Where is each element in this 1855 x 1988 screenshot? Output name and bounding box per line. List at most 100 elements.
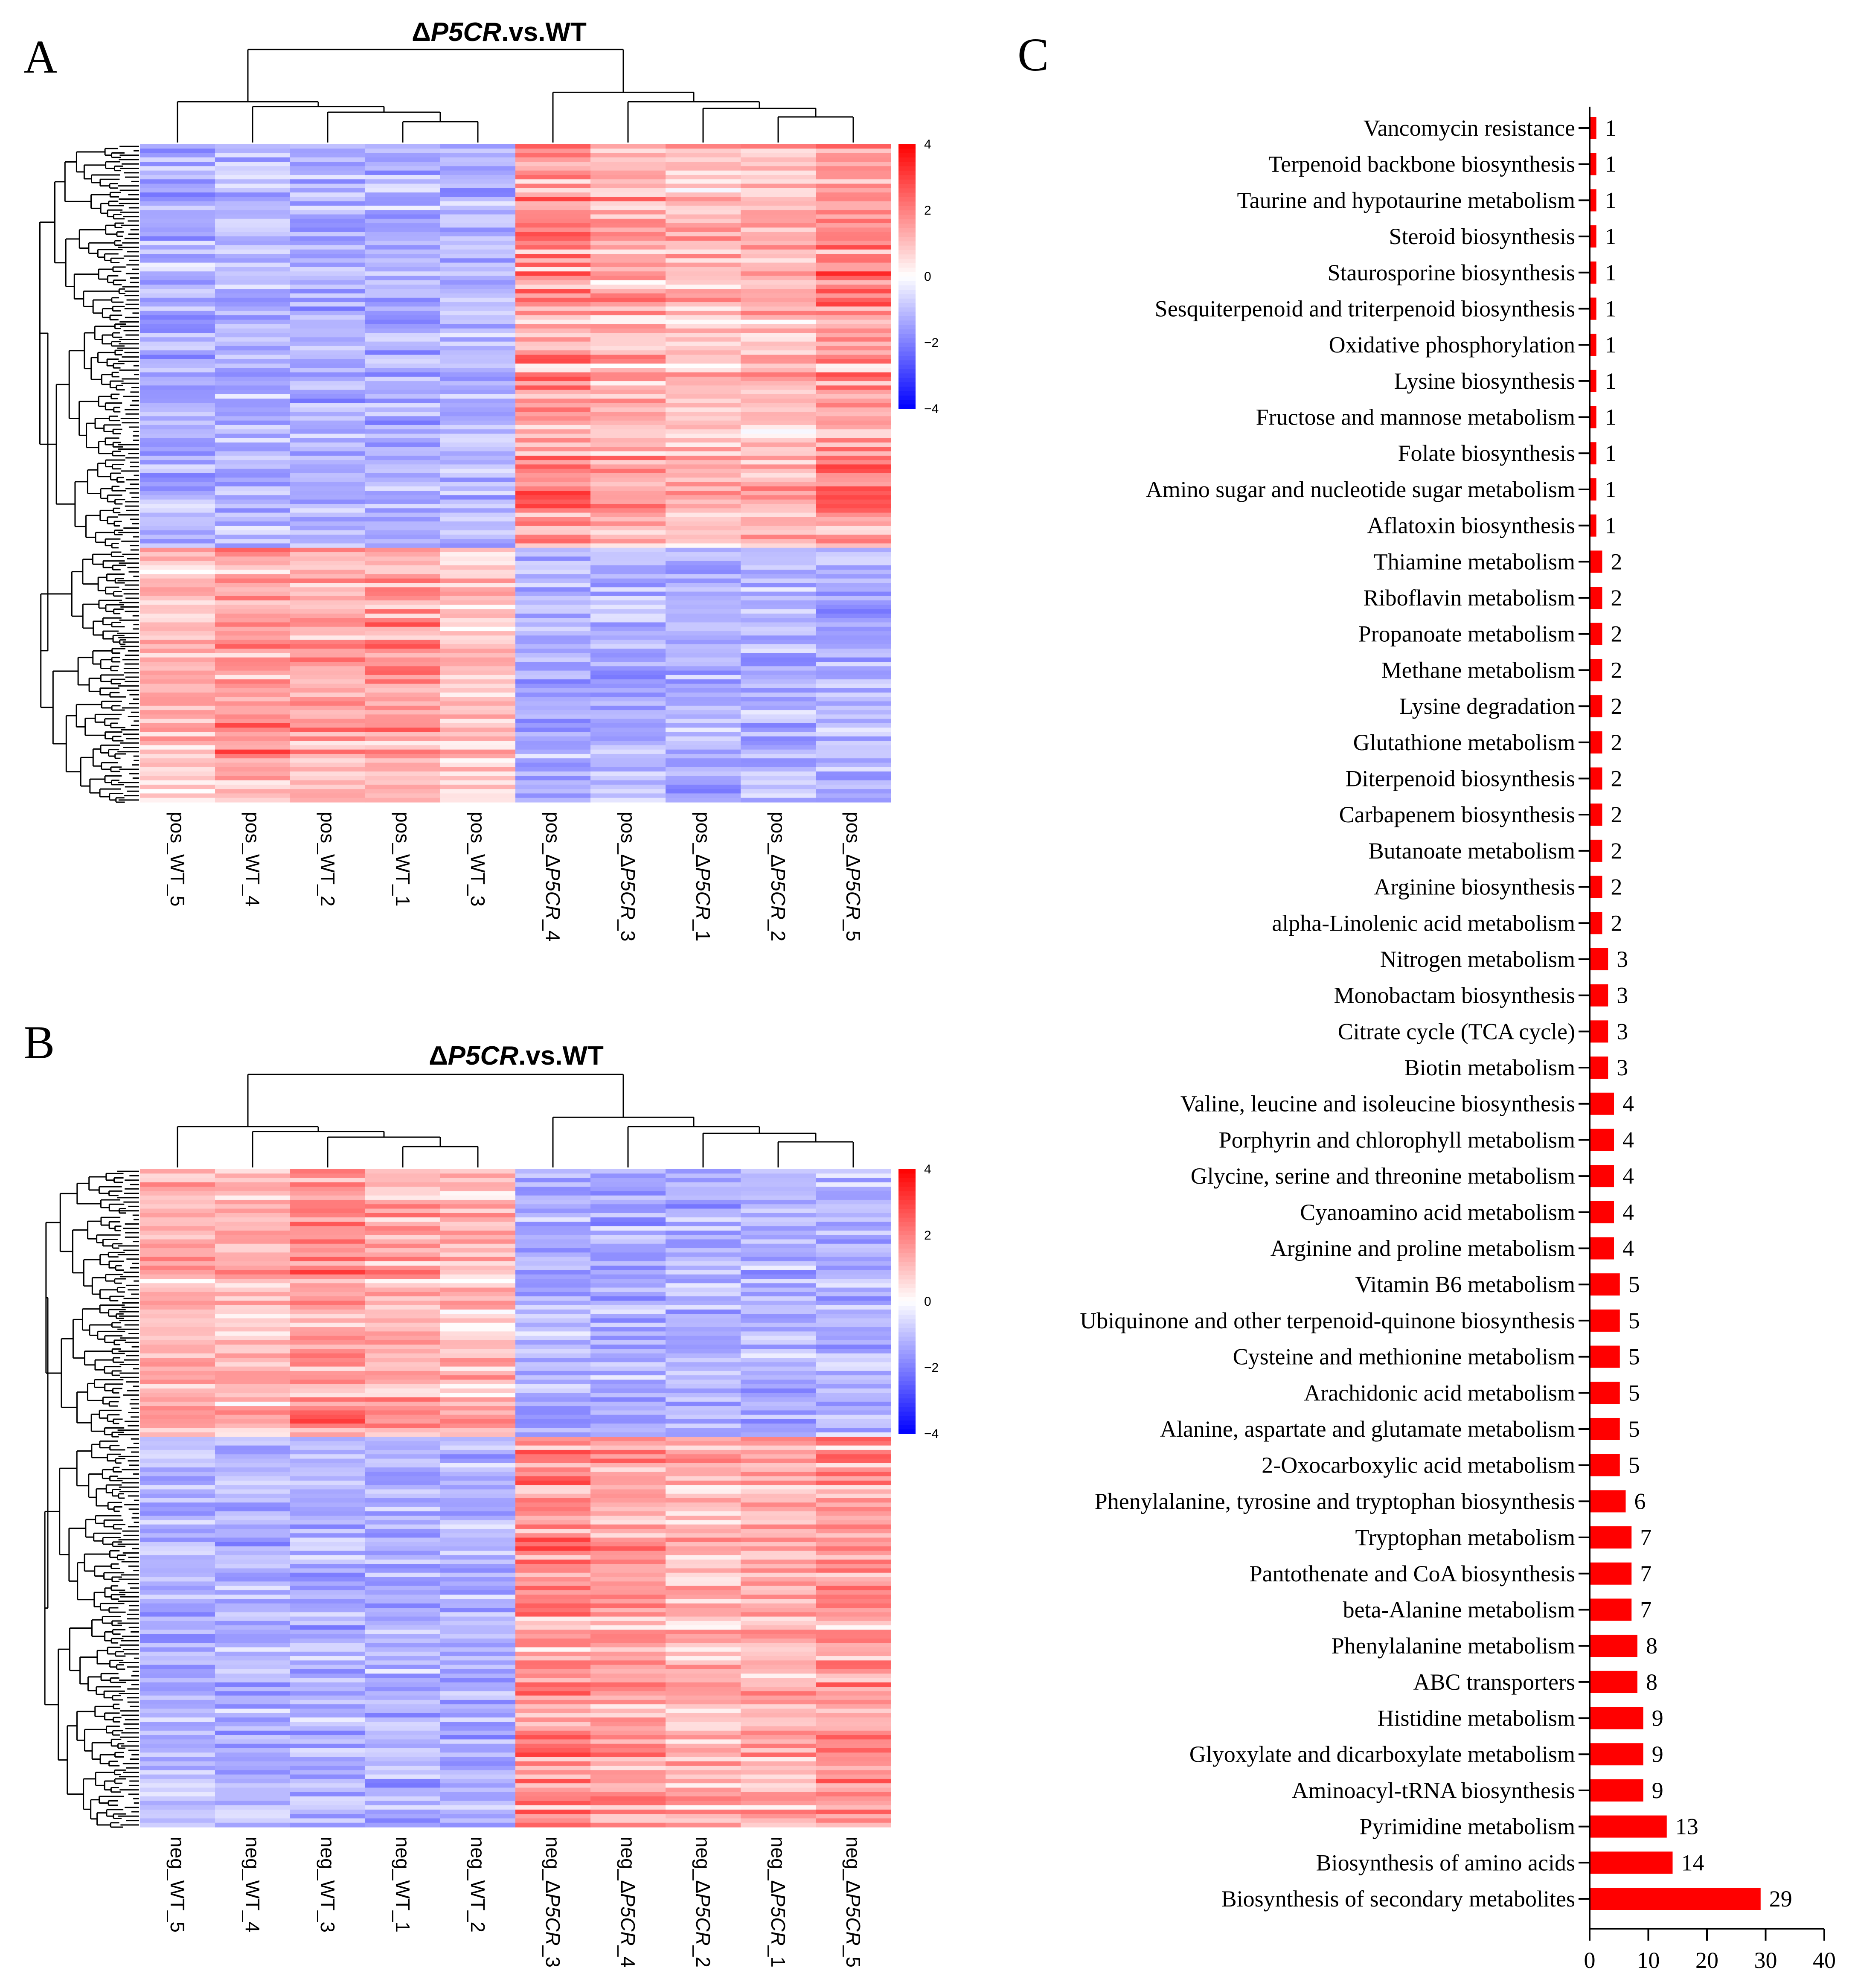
heatmap-cell <box>140 469 215 474</box>
heatmap-cell <box>741 583 816 588</box>
heatmap-cell <box>515 1423 591 1429</box>
heatmap-cell <box>140 1748 215 1753</box>
heatmap-cell <box>666 170 741 175</box>
heatmap-cell <box>440 460 516 465</box>
heatmap-cell <box>515 1419 591 1424</box>
heatmap-cell <box>666 1182 741 1187</box>
heatmap-cell <box>215 394 291 399</box>
heatmap-cell <box>515 1542 591 1547</box>
heatmap-cell <box>140 1226 215 1231</box>
heatmap-cell <box>140 1397 215 1402</box>
color-scale-segment <box>898 1310 916 1315</box>
color-scale-segment <box>898 175 916 180</box>
heatmap-cell <box>440 1766 516 1770</box>
heatmap-cell <box>290 1542 366 1547</box>
heatmap-cell <box>666 241 741 246</box>
heatmap-cell <box>290 1568 366 1573</box>
heatmap-cell <box>515 1257 591 1262</box>
heatmap-cell <box>590 701 666 706</box>
heatmap-cell <box>140 455 215 460</box>
heatmap-cell <box>290 223 366 228</box>
heatmap-cell <box>140 289 215 294</box>
heatmap-cell <box>290 236 366 241</box>
heatmap-cell <box>365 407 441 412</box>
heatmap-cell <box>140 631 215 636</box>
heatmap-cell <box>290 1226 366 1231</box>
heatmap-cell <box>666 609 741 614</box>
heatmap-cell <box>741 179 816 184</box>
heatmap-cell <box>290 289 366 294</box>
heatmap-cell <box>215 1612 291 1617</box>
heatmap-cell <box>816 1178 891 1183</box>
heatmap-cell <box>140 1415 215 1420</box>
heatmap-cell <box>365 1792 441 1797</box>
heatmap-cell <box>440 679 516 684</box>
heatmap-cell <box>215 390 291 395</box>
heatmap-cell <box>215 1336 291 1341</box>
heatmap-cell <box>440 1178 516 1183</box>
heatmap-cell <box>215 1274 291 1279</box>
heatmap-cell <box>741 1524 816 1529</box>
heatmap-cell <box>365 670 441 675</box>
heatmap-cell <box>515 276 591 281</box>
heatmap-cell <box>365 1735 441 1740</box>
heatmap-cell <box>515 1801 591 1806</box>
heatmap-cell <box>365 179 441 184</box>
heatmap-cell <box>365 1524 441 1529</box>
heatmap-cell <box>741 741 816 745</box>
heatmap-cell <box>290 1595 366 1600</box>
heatmap-cell <box>290 1169 366 1174</box>
heatmap-cell <box>590 1270 666 1275</box>
heatmap-cell <box>590 451 666 456</box>
bar <box>1590 153 1596 175</box>
heatmap-cell <box>140 337 215 342</box>
heatmap-cell <box>816 412 891 416</box>
heatmap-cell <box>365 1577 441 1582</box>
heatmap-cell <box>741 254 816 259</box>
heatmap-cell <box>666 719 741 724</box>
heatmap-cell <box>290 1735 366 1740</box>
heatmap-cell <box>215 1235 291 1240</box>
heatmap-cell <box>666 197 741 202</box>
heatmap-cell <box>290 1239 366 1244</box>
heatmap-cell <box>215 429 291 434</box>
heatmap-cell <box>140 1441 215 1446</box>
heatmap-cell <box>741 451 816 456</box>
heatmap-cell <box>741 626 816 632</box>
heatmap-cell <box>590 1704 666 1709</box>
bar-category-label: Monobactam biosynthesis <box>1334 983 1575 1008</box>
heatmap-cell <box>666 192 741 197</box>
bar-category-label: Lysine biosynthesis <box>1394 368 1575 394</box>
column-label: neg_WT_4 <box>241 1837 264 1933</box>
heatmap-cell <box>666 1292 741 1297</box>
heatmap-cell <box>816 1423 891 1429</box>
column-label: pos_ΔP5CR_1 <box>692 812 714 941</box>
heatmap-cell <box>515 1730 591 1735</box>
x-axis-tick-label: 20 <box>1695 1947 1718 1973</box>
heatmap-cell <box>440 438 516 443</box>
heatmap-cell <box>440 1208 516 1214</box>
heatmap-cell <box>140 697 215 702</box>
heatmap-cell <box>290 262 366 268</box>
heatmap-cell <box>290 1520 366 1525</box>
bar-category-label: Fructose and mannose metabolism <box>1256 405 1575 430</box>
heatmap-cell <box>290 517 366 522</box>
heatmap-cell <box>365 1678 441 1683</box>
heatmap-cell <box>440 1603 516 1608</box>
heatmap-cell <box>666 565 741 570</box>
heatmap-cell <box>140 385 215 390</box>
heatmap-cell <box>140 258 215 263</box>
heatmap-cell <box>440 337 516 342</box>
heatmap-cell <box>590 1380 666 1385</box>
heatmap-cell <box>290 1695 366 1700</box>
heatmap-cell <box>215 504 291 509</box>
heatmap-cell <box>365 649 441 654</box>
color-scale-segment <box>898 263 916 268</box>
heatmap-cell <box>440 670 516 675</box>
heatmap-cell <box>440 771 516 776</box>
bar <box>1590 803 1602 826</box>
heatmap-cell <box>290 1472 366 1477</box>
heatmap-cell <box>290 254 366 259</box>
heatmap-cell <box>365 644 441 649</box>
